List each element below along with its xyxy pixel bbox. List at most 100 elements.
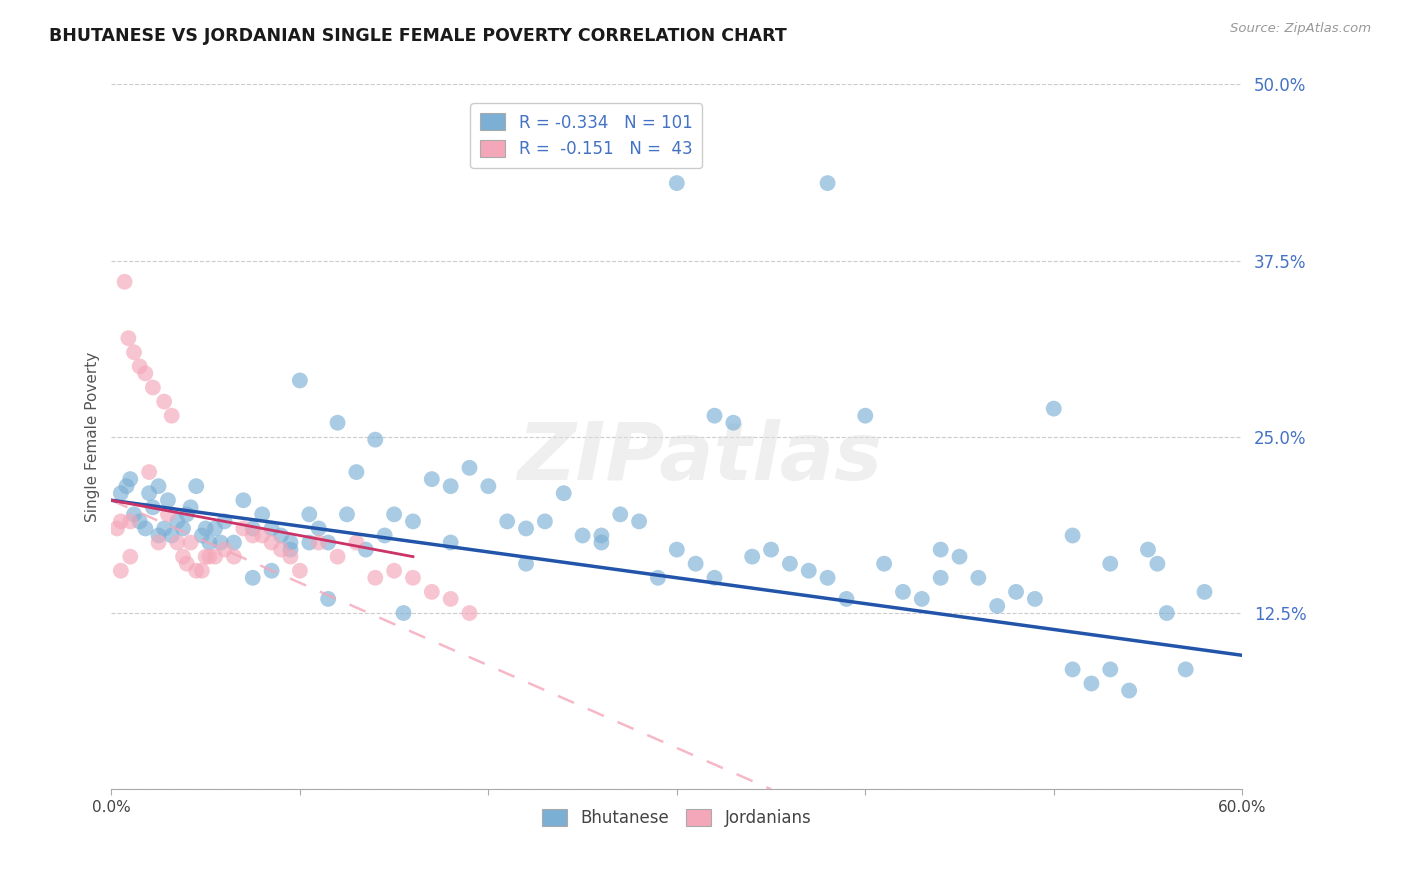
Point <box>553 486 575 500</box>
Point <box>138 465 160 479</box>
Point <box>458 460 481 475</box>
Point <box>194 549 217 564</box>
Point <box>1080 676 1102 690</box>
Point <box>1005 585 1028 599</box>
Point <box>250 508 273 522</box>
Point <box>156 508 179 522</box>
Point <box>176 508 198 522</box>
Point <box>1099 557 1122 571</box>
Point <box>280 542 302 557</box>
Point <box>1062 528 1084 542</box>
Point <box>260 521 283 535</box>
Point <box>703 571 725 585</box>
Point <box>242 528 264 542</box>
Point <box>571 528 593 542</box>
Point <box>105 521 128 535</box>
Point <box>160 409 183 423</box>
Point <box>515 557 537 571</box>
Text: Source: ZipAtlas.com: Source: ZipAtlas.com <box>1230 22 1371 36</box>
Point <box>382 508 405 522</box>
Point <box>326 549 349 564</box>
Point <box>148 528 170 542</box>
Point <box>364 571 387 585</box>
Point <box>198 549 221 564</box>
Point <box>120 549 142 564</box>
Point <box>759 542 782 557</box>
Point <box>797 564 820 578</box>
Point <box>1174 662 1197 676</box>
Point <box>232 521 254 535</box>
Point <box>191 528 214 542</box>
Point <box>120 515 142 529</box>
Point <box>242 521 264 535</box>
Point <box>420 472 443 486</box>
Point <box>134 521 156 535</box>
Point <box>270 528 292 542</box>
Point <box>665 176 688 190</box>
Point <box>873 557 896 571</box>
Point <box>260 535 283 549</box>
Point <box>853 409 876 423</box>
Point <box>209 535 232 549</box>
Point <box>477 479 499 493</box>
Point <box>741 549 763 564</box>
Point <box>180 500 202 515</box>
Point <box>326 416 349 430</box>
Point <box>138 486 160 500</box>
Point <box>591 535 613 549</box>
Point <box>835 591 858 606</box>
Point <box>122 508 145 522</box>
Point <box>1118 683 1140 698</box>
Y-axis label: Single Female Poverty: Single Female Poverty <box>86 351 100 522</box>
Point <box>186 479 208 493</box>
Point <box>115 479 138 493</box>
Point <box>382 564 405 578</box>
Point <box>191 564 214 578</box>
Point <box>298 508 321 522</box>
Text: BHUTANESE VS JORDANIAN SINGLE FEMALE POVERTY CORRELATION CHART: BHUTANESE VS JORDANIAN SINGLE FEMALE POV… <box>49 27 787 45</box>
Point <box>222 549 245 564</box>
Point <box>515 521 537 535</box>
Point <box>156 493 179 508</box>
Point <box>817 176 839 190</box>
Legend: Bhutanese, Jordanians: Bhutanese, Jordanians <box>536 802 818 834</box>
Point <box>628 515 651 529</box>
Point <box>723 416 745 430</box>
Point <box>647 571 669 585</box>
Point <box>120 472 142 486</box>
Point <box>172 549 194 564</box>
Point <box>364 433 387 447</box>
Point <box>344 535 367 549</box>
Point <box>392 606 415 620</box>
Point <box>316 535 339 549</box>
Point <box>270 542 292 557</box>
Point <box>336 508 359 522</box>
Point <box>214 542 236 557</box>
Point <box>166 535 188 549</box>
Point <box>166 515 188 529</box>
Point <box>308 535 330 549</box>
Point <box>186 564 208 578</box>
Point <box>117 331 139 345</box>
Point <box>986 599 1008 613</box>
Point <box>280 549 302 564</box>
Point <box>374 528 396 542</box>
Point <box>110 515 132 529</box>
Point <box>1156 606 1178 620</box>
Point <box>280 535 302 549</box>
Point <box>779 557 801 571</box>
Point <box>288 564 311 578</box>
Point <box>114 275 136 289</box>
Point <box>665 542 688 557</box>
Point <box>242 571 264 585</box>
Point <box>148 535 170 549</box>
Point <box>260 564 283 578</box>
Point <box>967 571 990 585</box>
Point <box>214 515 236 529</box>
Point <box>1146 557 1168 571</box>
Point <box>172 521 194 535</box>
Point <box>194 521 217 535</box>
Point <box>891 585 914 599</box>
Point <box>703 409 725 423</box>
Point <box>929 542 952 557</box>
